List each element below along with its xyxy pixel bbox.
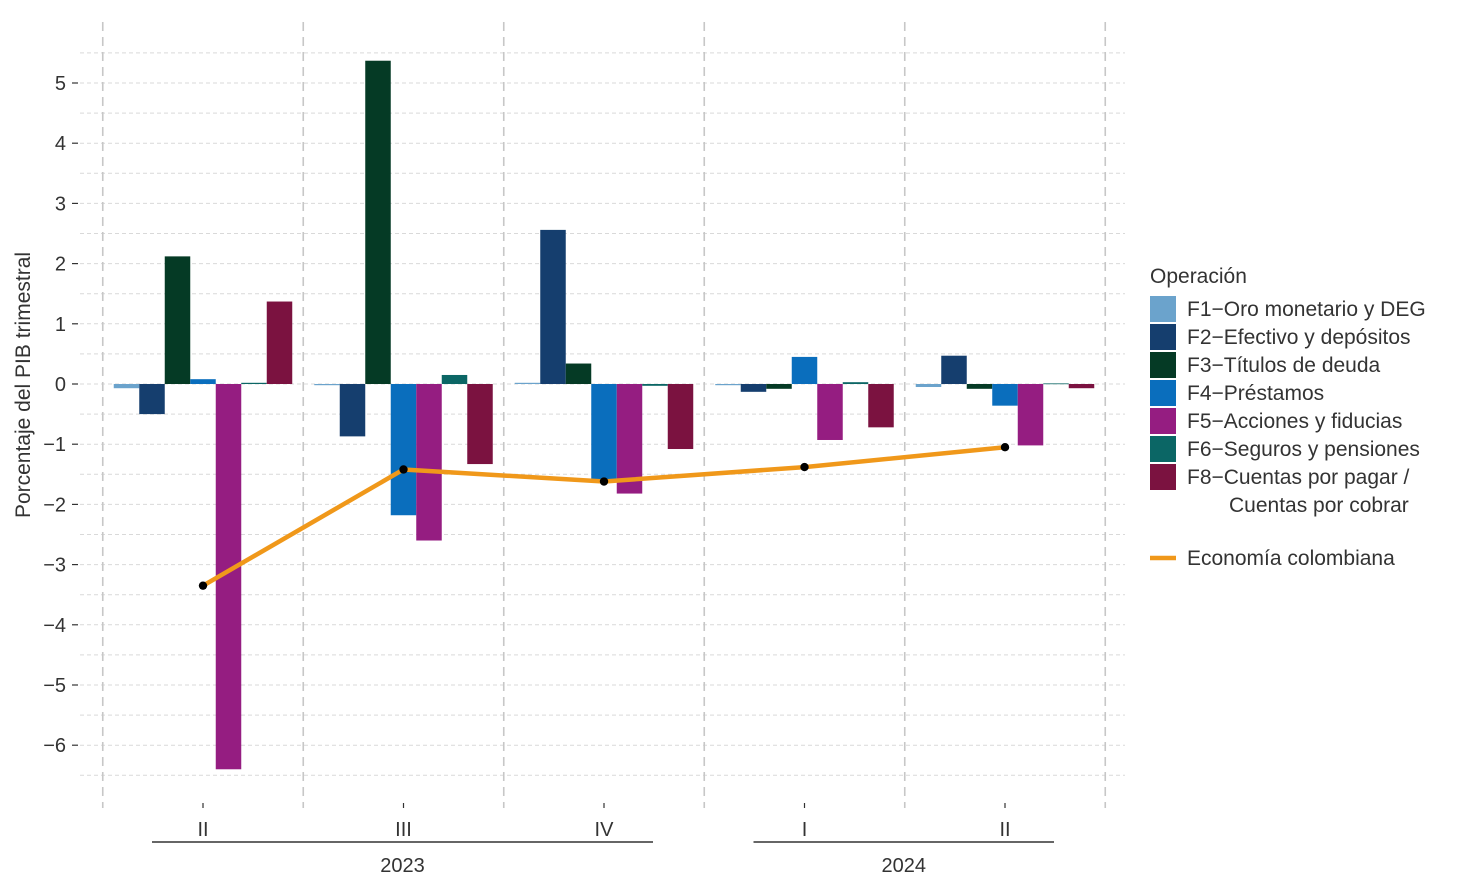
line-point xyxy=(800,462,809,472)
bar xyxy=(591,384,617,481)
bar xyxy=(441,374,468,384)
bar xyxy=(616,384,643,494)
bar xyxy=(941,355,967,384)
bar xyxy=(1017,384,1044,446)
year-group-label: 2024 xyxy=(882,855,927,877)
bar xyxy=(540,229,566,384)
bar xyxy=(1068,384,1095,389)
bar xyxy=(514,382,541,384)
y-tick-label: 4 xyxy=(55,133,66,155)
bar xyxy=(190,379,216,384)
bar xyxy=(817,384,843,440)
legend-label: F2−Efectivo y depósitos xyxy=(1187,326,1411,349)
bar xyxy=(915,384,942,388)
y-tick-label: 1 xyxy=(55,314,66,336)
bar xyxy=(642,384,668,386)
bar xyxy=(868,384,894,428)
legend: Operación F1−Oro monetario y DEG F2−Efecti… xyxy=(1150,265,1426,570)
y-axis-title: Porcentaje del PIB trimestral xyxy=(12,252,35,518)
y-tick-label: 5 xyxy=(55,73,66,95)
bar xyxy=(113,384,140,389)
legend-label: F1−Oro monetario y DEG xyxy=(1187,298,1426,321)
bar xyxy=(139,384,165,415)
bar xyxy=(467,384,493,465)
legend-label: Cuentas por cobrar xyxy=(1229,494,1409,517)
x-tick-label: II xyxy=(197,819,208,841)
y-tick-label: 2 xyxy=(55,254,66,276)
y-tick-label: −6 xyxy=(43,735,66,757)
x-tick-label: III xyxy=(395,819,412,841)
y-axis: −6 −5 −4 −3 −2 −1 0 1 2 3 4 5 xyxy=(43,73,78,757)
y-tick-label: 3 xyxy=(55,193,66,215)
line-point xyxy=(1000,443,1010,452)
bar xyxy=(365,60,391,384)
bar xyxy=(339,384,366,437)
y-tick-label: −4 xyxy=(43,615,66,637)
x-tick-label: II xyxy=(999,819,1010,841)
y-tick-label: −1 xyxy=(43,434,66,456)
legend-label: F4−Préstamos xyxy=(1187,382,1324,405)
legend-swatch xyxy=(1150,436,1176,462)
legend-swatch xyxy=(1150,324,1176,350)
line-point xyxy=(198,581,208,590)
bar xyxy=(565,363,592,384)
bar xyxy=(667,384,694,450)
legend-label: F6−Seguros y pensiones xyxy=(1187,438,1420,461)
bar xyxy=(241,382,267,384)
bar-layer xyxy=(113,60,1095,770)
legend-swatch xyxy=(1150,352,1176,378)
bar xyxy=(791,356,818,384)
line-point xyxy=(399,465,408,474)
legend-label: F3−Títulos de deuda xyxy=(1187,354,1381,377)
bar xyxy=(314,384,340,386)
x-tick-label: IV xyxy=(595,819,615,841)
legend-swatch xyxy=(1150,408,1176,434)
bar xyxy=(992,384,1018,406)
bar xyxy=(715,384,741,386)
y-tick-label: −2 xyxy=(43,494,66,516)
bar xyxy=(740,384,767,392)
legend-title: Operación xyxy=(1150,265,1247,288)
bar xyxy=(416,384,442,541)
quarter-separators xyxy=(101,22,1107,808)
legend-label: F8−Cuentas por pagar / xyxy=(1187,466,1410,489)
bar xyxy=(966,384,993,389)
x-tick-label: I xyxy=(802,819,808,841)
line-point xyxy=(599,477,609,486)
year-group-label: 2023 xyxy=(380,855,425,877)
bar xyxy=(1043,383,1069,385)
bar xyxy=(266,301,293,384)
y-tick-label: −5 xyxy=(43,675,66,697)
line-layer xyxy=(198,443,1010,590)
bar xyxy=(390,384,417,516)
legend-label: Economía colombiana xyxy=(1187,547,1395,570)
y-tick-label: 0 xyxy=(55,374,66,396)
bar xyxy=(766,384,792,389)
bar xyxy=(164,256,191,384)
legend-swatch xyxy=(1150,464,1176,490)
legend-swatch xyxy=(1150,296,1176,322)
legend-label: F5−Acciones y fiducias xyxy=(1187,410,1402,433)
y-tick-label: −3 xyxy=(43,555,66,577)
bar xyxy=(842,382,869,384)
legend-swatch xyxy=(1150,380,1176,406)
